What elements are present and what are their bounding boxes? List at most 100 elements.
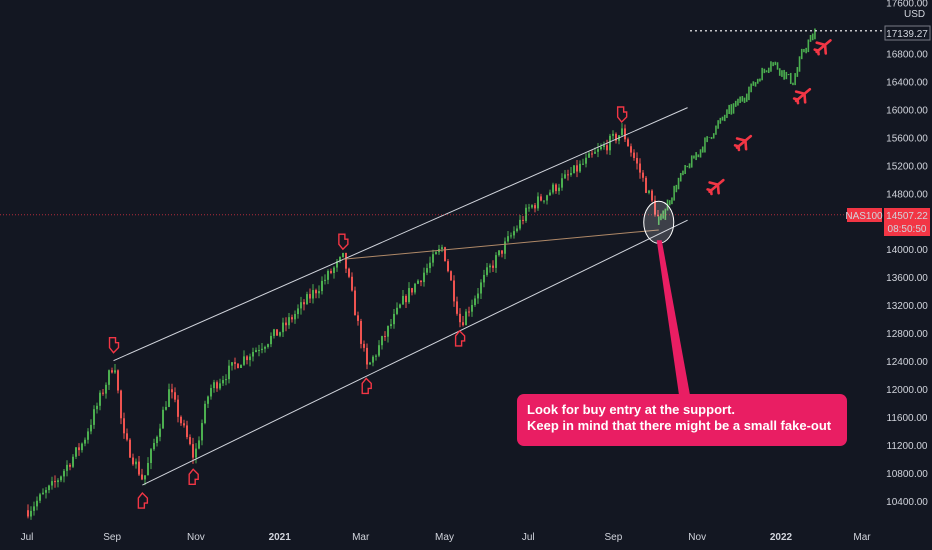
drawings-layer [0,30,882,509]
symbol-tag [847,208,882,222]
price-tick-label: 14800.00 [886,189,928,200]
candle-body [498,250,500,256]
candle-body [471,305,473,312]
candle-body [141,474,143,480]
currency-label: USD [904,9,925,20]
time-tick-label: Jul [522,532,535,543]
candle-body [180,416,182,424]
candle-body [129,439,131,458]
candle-body [411,288,413,293]
candle-body [339,256,341,262]
candle-body [198,440,200,449]
candle-body [522,219,524,221]
candle-body [429,262,431,269]
candle-body [237,363,239,368]
last-price-tag [884,208,930,236]
target-price-tag [884,25,931,41]
candle-body [96,405,98,410]
candle-body [606,145,608,151]
candle-body [72,456,74,467]
candle-body [462,322,464,326]
candle-body [633,152,635,158]
callout-line-2: Keep in mind that there might be a small… [527,418,832,433]
pointer-up-icon [137,492,149,509]
candle-body [93,409,95,425]
candle-body [114,370,116,373]
time-axis[interactable]: Jul Sep Nov 2021 Mar May Jul Sep Nov 2022 Mar [21,532,872,543]
pointer-shape [361,377,372,395]
candle-body [330,270,332,273]
candle-body [351,276,353,291]
candle-body [264,346,266,349]
candle-body [360,320,362,344]
candle-body [312,290,314,299]
candle-body [486,267,488,275]
symbol-text: NAS100 [845,211,883,222]
pointer-up-icon [454,329,466,347]
support-zone-circle[interactable] [643,200,675,244]
candle-body [132,457,134,465]
candle-body [597,149,599,152]
candle-body [426,268,428,273]
candle-body [564,174,566,179]
airplane-icon [792,87,812,105]
price-axis-background [882,0,932,550]
candle-body [270,335,272,345]
candle-body [639,163,641,173]
candle-body [216,382,218,389]
candle-body [348,268,350,277]
pointer-down-icon [338,233,349,251]
candle-body [75,447,77,457]
support-trendline[interactable] [342,229,659,260]
candle-body [654,200,656,215]
candle-body [150,449,152,463]
airplane-shape [792,87,812,105]
channel-lower-line[interactable] [142,219,688,486]
candle-body [51,481,53,486]
candle-body [441,247,443,249]
candle-body [105,384,107,394]
candle-body [576,165,578,172]
candle-body [144,475,146,480]
candle-body [621,128,623,136]
candle-body [327,270,329,280]
candle-body [474,298,476,306]
candle-body [357,315,359,321]
candle-body [309,294,311,299]
candle-body [252,352,254,357]
callout-pointer [656,240,690,395]
candle-body [81,443,83,451]
candle-body [573,165,575,174]
candle-body [408,288,410,303]
price-tick-label: 15200.00 [886,161,928,172]
candle-body [519,219,521,229]
price-tick-label: 14000.00 [886,245,928,256]
candle-body [588,153,590,158]
candle-body [174,392,176,400]
candle-body [495,255,497,268]
candle-body [363,343,365,348]
time-tick-label: Sep [103,532,121,543]
candle-body [201,423,203,441]
channel-upper-line[interactable] [113,107,688,362]
candle-body [435,252,437,255]
candle-body [291,317,293,320]
candle-body [225,379,227,381]
price-axis[interactable]: USD 10400.00 10800.00 11200.00 11600.00 1200… [882,0,932,550]
candle-body [612,133,614,136]
candle-body [645,177,647,193]
candle-body [417,280,419,284]
pointer-shape [188,468,199,485]
candle-body [207,396,209,404]
candle-body [384,336,386,338]
candle-body [381,336,383,346]
price-tick-label: 17600.00 [886,0,928,10]
candle-body [336,261,338,268]
candle-body [372,356,374,363]
candle-body [558,187,560,192]
annotation-callout[interactable]: Look for buy entry at the support. Keep … [517,394,847,446]
candle-body [282,322,284,333]
candle-body [48,485,50,491]
